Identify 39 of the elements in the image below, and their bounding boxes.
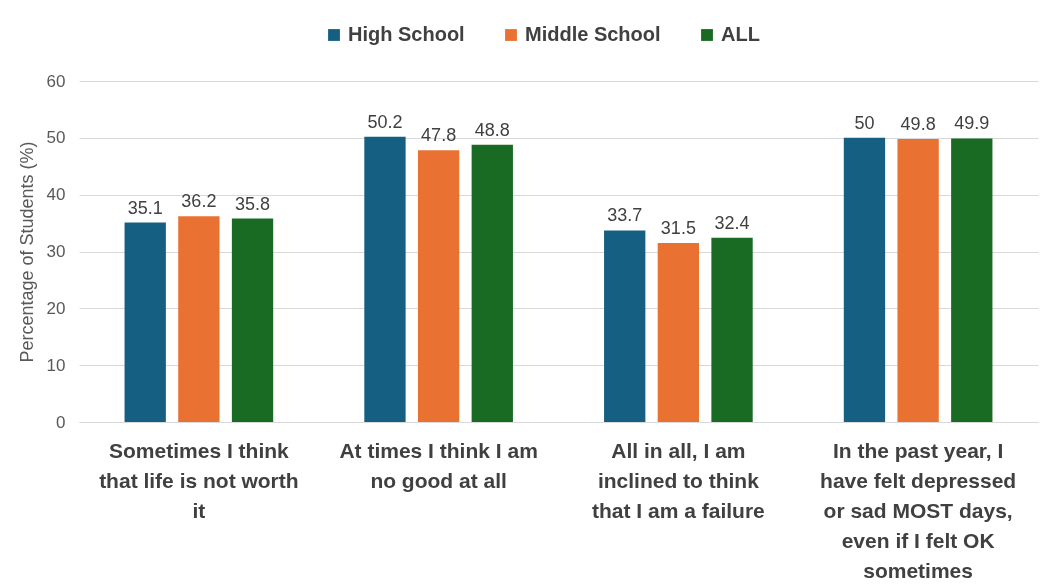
data-label: 36.2: [181, 191, 217, 212]
data-label: 31.5: [660, 217, 696, 238]
y-tick-label: 50: [46, 128, 66, 148]
data-label: 50: [854, 112, 875, 133]
bar: [711, 237, 753, 422]
legend-label: Middle School: [525, 23, 661, 45]
legend-label: ALL: [721, 23, 760, 45]
y-tick-label: 10: [46, 355, 66, 375]
data-label: 33.7: [607, 205, 643, 226]
legend-label: High School: [348, 23, 465, 45]
data-label: 47.8: [421, 125, 457, 146]
data-label: 48.8: [474, 119, 510, 140]
data-label: 35.8: [235, 193, 271, 214]
x-tick-label: In the past year, I have felt depressed or sad MOST days, even if I felt OK sometimes: [820, 438, 1017, 582]
x-tick-label: Sometimes I think that life is not worth it: [99, 438, 299, 522]
y-tick-label: 30: [46, 242, 66, 261]
y-axis-title: Percentage of Students (%): [16, 141, 37, 363]
bar: [417, 150, 460, 422]
bar: [124, 222, 166, 422]
bar: [364, 136, 406, 422]
y-tick-label: 20: [46, 298, 66, 318]
bar: [604, 230, 646, 422]
bar: [178, 216, 220, 422]
bar: [657, 242, 700, 422]
x-tick-label: At times I think I am no good at all: [339, 438, 538, 492]
data-label: 32.4: [714, 212, 750, 233]
bar: [951, 138, 993, 422]
x-tick-label: All in all, I am inclined to think that I am a failure: [592, 438, 765, 522]
bar: [231, 218, 274, 422]
y-tick-label: 0: [56, 412, 66, 432]
y-tick-label: 40: [46, 185, 66, 205]
bar: [897, 138, 939, 422]
data-label: 49.8: [900, 113, 936, 134]
y-tick-label: 60: [46, 71, 66, 91]
data-label: 35.1: [127, 197, 163, 218]
data-label: 49.9: [954, 113, 990, 134]
data-label: 50.2: [367, 111, 403, 132]
bar: [843, 137, 886, 422]
bar: [471, 144, 513, 422]
